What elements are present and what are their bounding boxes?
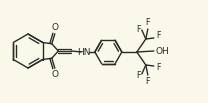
Text: F: F — [146, 18, 150, 27]
Text: F: F — [136, 25, 141, 33]
Text: F: F — [156, 32, 160, 40]
Text: F: F — [156, 64, 160, 73]
Text: OH: OH — [156, 46, 170, 56]
Text: F: F — [146, 77, 150, 86]
Text: HN: HN — [78, 47, 91, 57]
Text: O: O — [51, 70, 58, 79]
Text: F: F — [136, 70, 141, 80]
Text: O: O — [51, 23, 58, 32]
